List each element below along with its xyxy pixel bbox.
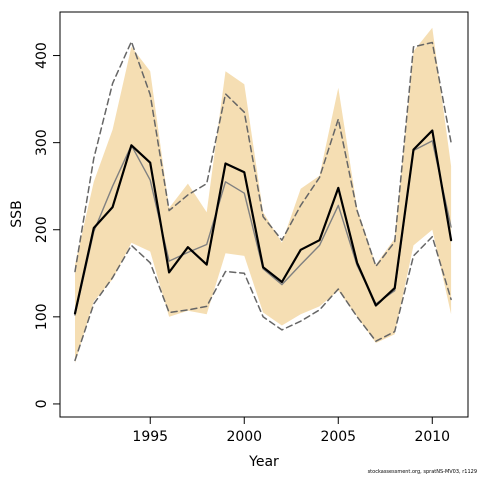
x-tick-label-2010: 2010 [414,429,450,445]
confidence-band [75,27,452,363]
y-tick-label-0: 0 [34,399,50,408]
plot-frame [59,11,469,418]
caption: stockassessment.org, spratNS-MV03, r1129 [367,469,477,475]
x-tick-label-1995: 1995 [132,429,168,445]
y-tick-label-200: 200 [34,216,50,243]
x-tick-label-2005: 2005 [320,429,356,445]
axes: 1995 2000 2005 2010 0 100 200 300 400 [34,42,450,445]
x-tick-label-2000: 2000 [226,429,262,445]
y-tick-label-300: 300 [34,129,50,156]
y-axis-label: SSB [9,200,25,227]
x-axis-label: Year [248,454,279,470]
series-line-0 [73,129,453,315]
y-tick-label-400: 400 [34,42,50,69]
y-tick-label-100: 100 [34,303,50,330]
series-line-3 [74,235,452,362]
plot-area [73,27,453,363]
series-line-2 [74,40,452,273]
